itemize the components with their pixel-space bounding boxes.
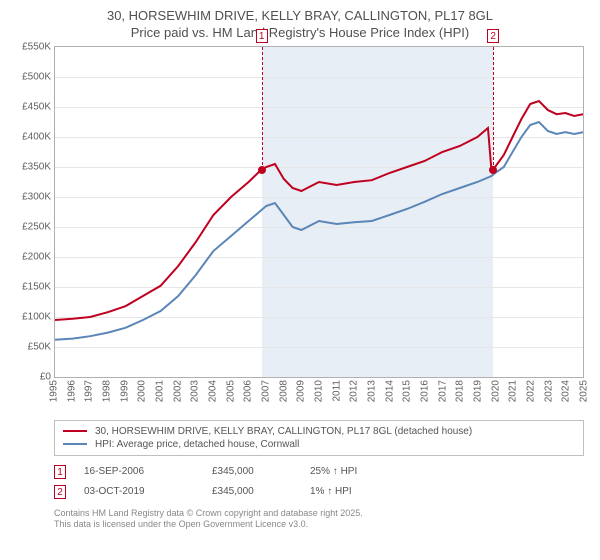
y-axis-label: £400K <box>11 131 51 142</box>
x-axis-label: 2012 <box>349 380 360 402</box>
y-axis-label: £250K <box>11 221 51 232</box>
line-chart-svg <box>55 47 583 377</box>
footer-attribution: Contains HM Land Registry data © Crown c… <box>54 508 590 531</box>
y-axis-label: £50K <box>11 341 51 352</box>
x-axis-label: 2018 <box>455 380 466 402</box>
sale-price: £345,000 <box>212 466 292 477</box>
x-axis-label: 2006 <box>243 380 254 402</box>
x-axis-label: 2014 <box>384 380 395 402</box>
x-axis-label: 2019 <box>473 380 484 402</box>
marker-dot <box>258 166 266 174</box>
y-axis-label: £350K <box>11 161 51 172</box>
sale-date: 03-OCT-2019 <box>84 486 194 497</box>
series-price_paid <box>55 101 583 320</box>
legend-swatch-red <box>63 430 87 432</box>
sale-pct-vs-hpi: 25% ↑ HPI <box>310 466 410 477</box>
x-axis-label: 1997 <box>84 380 95 402</box>
marker-dot <box>489 166 497 174</box>
chart-title: 30, HORSEWHIM DRIVE, KELLY BRAY, CALLING… <box>10 8 590 42</box>
legend: 30, HORSEWHIM DRIVE, KELLY BRAY, CALLING… <box>54 420 584 456</box>
x-axis-label: 2008 <box>278 380 289 402</box>
x-axis-label: 2001 <box>155 380 166 402</box>
x-axis-labels: 1995199619971998199920002001200220032004… <box>54 378 584 412</box>
y-axis-label: £300K <box>11 191 51 202</box>
footer-line-1: Contains HM Land Registry data © Crown c… <box>54 508 590 520</box>
x-axis-label: 2003 <box>190 380 201 402</box>
sale-row: 1 16-SEP-2006 £345,000 25% ↑ HPI <box>54 462 584 482</box>
y-axis-label: £150K <box>11 281 51 292</box>
x-axis-label: 1996 <box>66 380 77 402</box>
x-axis-label: 2024 <box>561 380 572 402</box>
marker-line <box>262 47 263 170</box>
marker-index-box: 2 <box>487 29 499 43</box>
sale-index-box: 1 <box>54 465 66 479</box>
y-axis-label: £100K <box>11 311 51 322</box>
footer-line-2: This data is licensed under the Open Gov… <box>54 519 590 531</box>
x-axis-label: 2002 <box>172 380 183 402</box>
x-axis-label: 2010 <box>314 380 325 402</box>
x-axis-label: 2022 <box>526 380 537 402</box>
chart-area: £0£50K£100K£150K£200K£250K£300K£350K£400… <box>54 46 584 378</box>
legend-label: HPI: Average price, detached house, Corn… <box>95 439 299 450</box>
y-axis-label: £200K <box>11 251 51 262</box>
y-axis-label: £0 <box>11 371 51 382</box>
marker-line <box>493 47 494 170</box>
y-axis-label: £450K <box>11 101 51 112</box>
x-axis-label: 1995 <box>49 380 60 402</box>
x-axis-label: 2020 <box>490 380 501 402</box>
sale-pct-vs-hpi: 1% ↑ HPI <box>310 486 410 497</box>
legend-swatch-blue <box>63 443 87 445</box>
x-axis-label: 2013 <box>367 380 378 402</box>
sale-row: 2 03-OCT-2019 £345,000 1% ↑ HPI <box>54 482 584 502</box>
x-axis-label: 1999 <box>119 380 130 402</box>
marker-index-box: 1 <box>256 29 268 43</box>
x-axis-label: 2009 <box>296 380 307 402</box>
x-axis-label: 2017 <box>437 380 448 402</box>
sales-table: 1 16-SEP-2006 £345,000 25% ↑ HPI 2 03-OCT-201… <box>54 462 584 502</box>
x-axis-label: 2021 <box>508 380 519 402</box>
y-axis-label: £550K <box>11 41 51 52</box>
title-line-2: Price paid vs. HM Land Registry's House … <box>10 25 590 42</box>
legend-item-hpi: HPI: Average price, detached house, Corn… <box>63 438 575 451</box>
x-axis-label: 1998 <box>102 380 113 402</box>
sale-date: 16-SEP-2006 <box>84 466 194 477</box>
legend-item-price-paid: 30, HORSEWHIM DRIVE, KELLY BRAY, CALLING… <box>63 425 575 438</box>
x-axis-label: 2005 <box>225 380 236 402</box>
x-axis-label: 2007 <box>261 380 272 402</box>
x-axis-label: 2000 <box>137 380 148 402</box>
x-axis-label: 2004 <box>208 380 219 402</box>
y-axis-label: £500K <box>11 71 51 82</box>
x-axis-label: 2016 <box>420 380 431 402</box>
sale-price: £345,000 <box>212 486 292 497</box>
title-line-1: 30, HORSEWHIM DRIVE, KELLY BRAY, CALLING… <box>10 8 590 25</box>
x-axis-label: 2025 <box>579 380 590 402</box>
x-axis-label: 2011 <box>331 380 342 402</box>
x-axis-label: 2015 <box>402 380 413 402</box>
x-axis-label: 2023 <box>543 380 554 402</box>
sale-index-box: 2 <box>54 485 66 499</box>
legend-label: 30, HORSEWHIM DRIVE, KELLY BRAY, CALLING… <box>95 426 472 437</box>
